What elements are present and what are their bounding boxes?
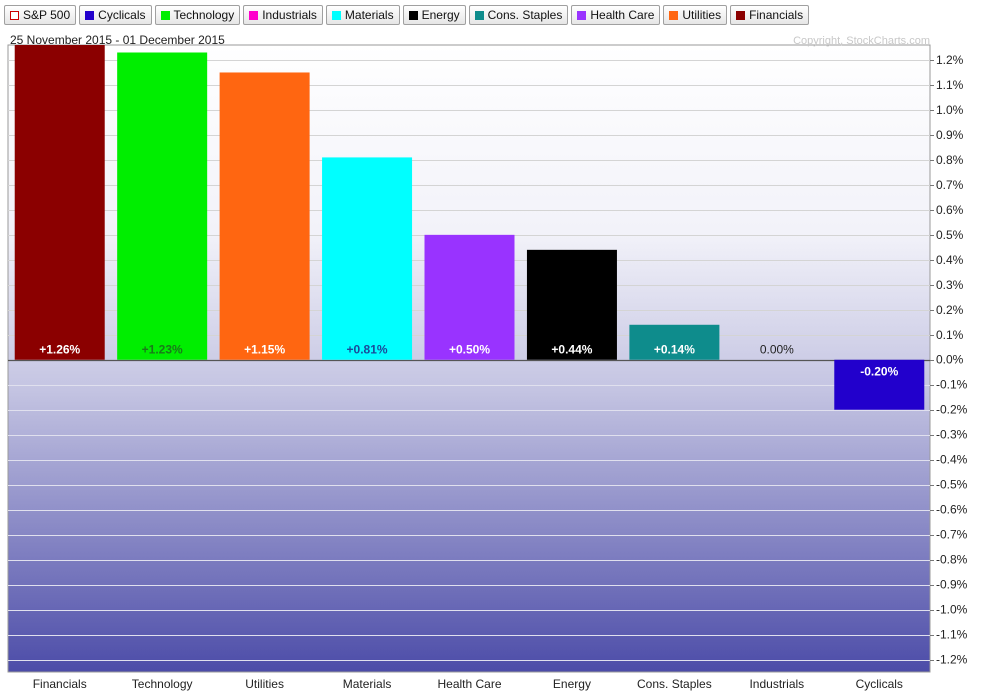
x-tick-label: Financials — [33, 677, 87, 691]
y-tick-label: 0.8% — [936, 153, 964, 167]
legend-swatch — [249, 10, 259, 20]
data-label: -0.20% — [860, 365, 898, 379]
y-tick-label: -1.0% — [936, 603, 968, 617]
legend-button-energy[interactable]: Energy — [402, 5, 466, 25]
y-tick-label: -0.4% — [936, 453, 968, 467]
y-tick-label: 1.1% — [936, 78, 964, 92]
y-tick-label: -0.6% — [936, 503, 968, 517]
x-tick-label: Cons. Staples — [637, 677, 712, 691]
y-tick-label: 1.0% — [936, 103, 964, 117]
y-tick-label: -0.8% — [936, 553, 968, 567]
x-tick-label: Cyclicals — [856, 677, 903, 691]
y-tick-label: -1.2% — [936, 653, 968, 667]
y-tick-label: -1.1% — [936, 628, 968, 642]
legend-swatch — [577, 10, 587, 20]
y-tick-label: 1.2% — [936, 53, 964, 67]
data-label: +0.44% — [551, 343, 592, 357]
bar-materials — [322, 157, 413, 360]
legend-swatch — [160, 10, 170, 20]
legend-swatch — [408, 10, 418, 20]
y-tick-label: 0.1% — [936, 328, 964, 342]
data-label: 0.00% — [760, 343, 794, 357]
copyright: Copyright, StockCharts.com — [793, 35, 930, 47]
y-tick-label: -0.5% — [936, 478, 968, 492]
legend-swatch — [331, 10, 341, 20]
x-tick-label: Health Care — [437, 677, 501, 691]
legend-button-cyclicals[interactable]: Cyclicals — [79, 5, 152, 25]
data-label: +0.50% — [449, 343, 490, 357]
y-tick-label: -0.1% — [936, 378, 968, 392]
y-axis: 1.2% 1.1% 1.0% 0.9% 0.8% 0.7% 0.6% 0.5% 0.4% 0.3%… — [930, 53, 968, 667]
x-tick-label: Materials — [343, 677, 392, 691]
data-label: +1.26% — [39, 343, 80, 357]
y-tick-label: 0.5% — [936, 228, 964, 242]
legend-label: Cons. Staples — [487, 8, 563, 22]
legend-label: Industrials — [262, 8, 317, 22]
legend-label: Technology — [173, 8, 235, 22]
legend-swatch — [736, 10, 746, 20]
bar-cons-staples — [629, 324, 720, 360]
legend-button-technology[interactable]: Technology — [154, 5, 241, 25]
data-label: +0.81% — [347, 343, 388, 357]
legend-label: S&P 500 — [23, 8, 71, 22]
data-label: +1.23% — [142, 343, 183, 357]
y-tick-label: 0.4% — [936, 253, 964, 267]
x-tick-label: Industrials — [749, 677, 804, 691]
legend-button-utilities[interactable]: Utilities — [663, 5, 728, 25]
legend-button-cons-staples[interactable]: Cons. Staples — [468, 5, 569, 25]
data-labels: +1.26% +1.23% +1.15% +0.81% +0.50% +0.44% +0.1… — [39, 343, 898, 379]
legend-label: Cyclicals — [98, 8, 146, 22]
legend-button-industrials[interactable]: Industrials — [243, 5, 323, 25]
legend-button-financials[interactable]: Financials — [730, 5, 810, 25]
y-tick-label: 0.9% — [936, 128, 964, 142]
y-tick-label: -0.7% — [936, 528, 968, 542]
data-label: +0.14% — [654, 343, 695, 357]
y-tick-label: 0.6% — [936, 203, 964, 217]
x-tick-label: Utilities — [245, 677, 284, 691]
y-tick-label: 0.3% — [936, 278, 964, 292]
date-range: 25 November 2015 - 01 December 2015 — [10, 33, 225, 47]
y-tick-label: -0.9% — [936, 578, 968, 592]
bar-health-care — [424, 234, 515, 360]
bar-utilities — [219, 72, 310, 360]
legend-label: Financials — [749, 8, 804, 22]
data-label: +1.15% — [244, 343, 285, 357]
x-tick-label: Technology — [132, 677, 193, 691]
legend-label: Health Care — [590, 8, 655, 22]
legend-label: Materials — [344, 8, 394, 22]
legend-button-materials[interactable]: Materials — [325, 5, 400, 25]
x-tick-label: Energy — [553, 677, 591, 691]
y-tick-label: -0.3% — [936, 428, 968, 442]
y-tick-label: 0.2% — [936, 303, 964, 317]
legend-swatch — [85, 10, 95, 20]
legend-swatch — [669, 10, 679, 20]
y-tick-label: 0.7% — [936, 178, 964, 192]
legend-button-health-care[interactable]: Health Care — [571, 5, 661, 25]
legend-label: Energy — [421, 8, 460, 22]
bar-cyclicals — [834, 359, 925, 410]
legend-button-s-p-500[interactable]: S&P 500 — [4, 5, 77, 25]
y-tick-label: 0.0% — [936, 353, 964, 367]
bar-energy — [526, 249, 617, 360]
legend-label: Utilities — [682, 8, 722, 22]
legend-toolbar: S&P 500 Cyclicals Technology Industrials Mat… — [4, 4, 810, 26]
y-tick-label: -0.2% — [936, 403, 968, 417]
legend-swatch — [10, 10, 19, 20]
legend-swatch — [474, 10, 484, 20]
bar-technology — [117, 52, 208, 360]
bar-financials — [14, 45, 105, 360]
x-axis: Financials Technology Utilities Materials He… — [33, 677, 903, 691]
bars — [14, 45, 925, 410]
